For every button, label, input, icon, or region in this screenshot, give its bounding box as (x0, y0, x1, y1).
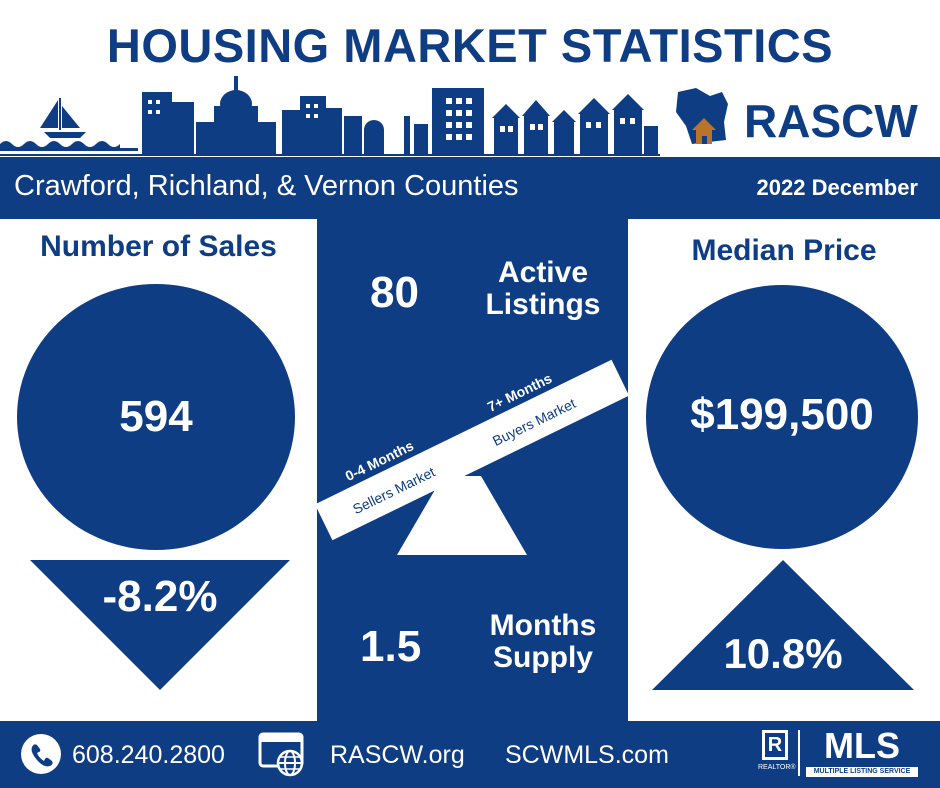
mls-subtext: MULTIPLE LISTING SERVICE (806, 767, 918, 777)
report-period: 2022 December (756, 175, 918, 200)
rascw-logo: RASCW (672, 82, 922, 156)
website-link-scwmls[interactable]: SCWMLS.com (505, 741, 669, 769)
months-supply-label: Months Supply (468, 610, 618, 674)
down-triangle-icon (30, 560, 290, 690)
up-triangle-icon (652, 560, 914, 690)
website-globe-icon (258, 732, 304, 777)
page-title: HOUSING MARKET STATISTICS (106, 19, 834, 72)
realtor-logo: R REALTOR® (758, 730, 796, 776)
active-listings-value: 80 (370, 268, 419, 317)
region-banner (0, 157, 940, 219)
scale-fulcrum (397, 476, 527, 555)
sales-heading: Number of Sales (40, 230, 277, 263)
phone-icon (21, 734, 61, 774)
org-name: RASCW (744, 95, 918, 147)
realtor-text: REALTOR® (758, 764, 796, 771)
active-listings-label: Active Listings (468, 257, 618, 321)
sales-circle (17, 284, 295, 550)
region-name: Crawford, Richland, & Vernon Counties (14, 170, 519, 202)
price-circle (646, 285, 918, 549)
months-supply-label-line2: Supply (492, 641, 593, 674)
active-listings-label-line1: Active (497, 256, 589, 289)
realtor-r-icon: R (762, 730, 788, 760)
price-heading: Median Price (691, 234, 877, 267)
scale-beam (317, 359, 628, 541)
active-listings-label-line2: Listings (485, 288, 601, 321)
logo-divider (798, 730, 800, 776)
city-skyline-illustration (0, 76, 660, 156)
phone-number[interactable]: 608.240.2800 (72, 741, 225, 769)
wisconsin-house-icon (676, 88, 728, 144)
market-balance-scale: 0-4 Months Sellers Market 7+ Months Buye… (317, 359, 628, 555)
months-supply-value: 1.5 (360, 622, 422, 671)
months-supply-label-line1: Months (489, 609, 597, 642)
price-change: 10.8% (723, 630, 843, 677)
sales-change: -8.2% (102, 572, 218, 621)
mls-text: MLS (824, 725, 900, 766)
website-link-rascw[interactable]: RASCW.org (330, 741, 465, 769)
sales-value: 594 (119, 392, 193, 441)
price-value: $199,500 (690, 390, 874, 439)
mls-logo: MLS MULTIPLE LISTING SERVICE (806, 727, 918, 779)
